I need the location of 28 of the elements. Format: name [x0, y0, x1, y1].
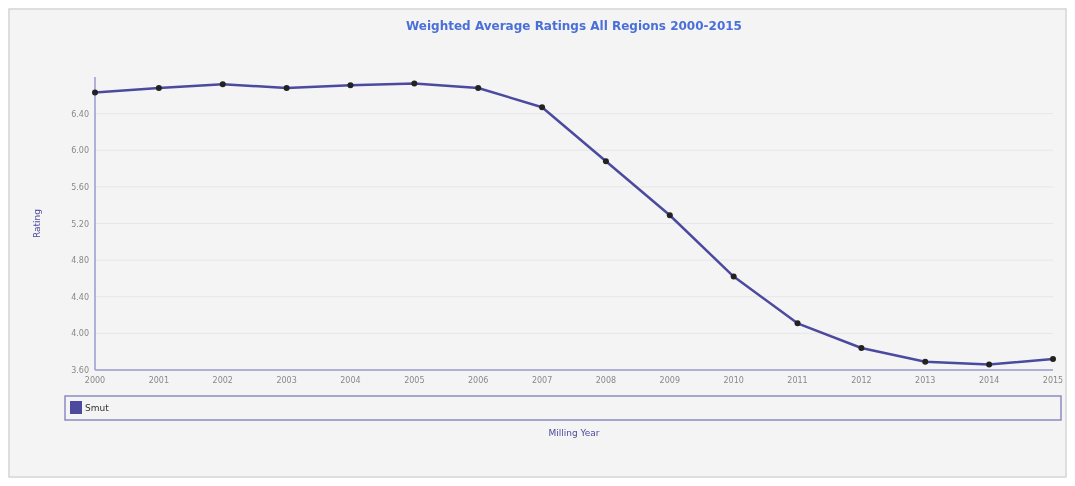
x-tick-label: 2010	[723, 376, 744, 385]
y-tick-label: 5.20	[71, 219, 89, 229]
y-tick-label: 4.00	[71, 329, 89, 339]
x-tick-label: 2008	[595, 376, 617, 385]
y-tick-label: 3.60	[71, 366, 89, 375]
y-tick-label: 4.40	[71, 292, 89, 302]
x-tick-label: 2002	[212, 376, 233, 385]
x-tick-label: 2004	[340, 376, 361, 385]
y-tick-label: 6.40	[71, 109, 89, 119]
x-tick-label: 2014	[978, 376, 1000, 385]
x-tick-label: 2012	[851, 376, 872, 385]
x-tick-label: 2015	[1042, 376, 1064, 385]
y-axis-title: Rating	[32, 208, 42, 239]
x-axis-title: Milling Year	[548, 428, 600, 438]
x-tick-label: 2013	[915, 376, 936, 385]
legend-label: Smut	[85, 403, 110, 413]
x-tick-label: 2006	[468, 376, 489, 385]
x-tick-label: 2001	[148, 376, 170, 385]
y-tick-label: 6.00	[71, 146, 89, 156]
x-tick-label: 2000	[84, 376, 106, 385]
x-tick-label: 2007	[531, 376, 553, 385]
y-tick-label: 5.60	[71, 182, 89, 192]
x-tick-label: 2003	[276, 376, 297, 385]
y-tick-label: 4.80	[71, 256, 89, 266]
x-tick-label: 2009	[659, 376, 680, 385]
x-tick-label: 2011	[787, 376, 808, 385]
x-tick-label: 2005	[404, 376, 425, 385]
chart-title: Weighted Average Ratings All Regions 2000-2015	[406, 19, 742, 33]
